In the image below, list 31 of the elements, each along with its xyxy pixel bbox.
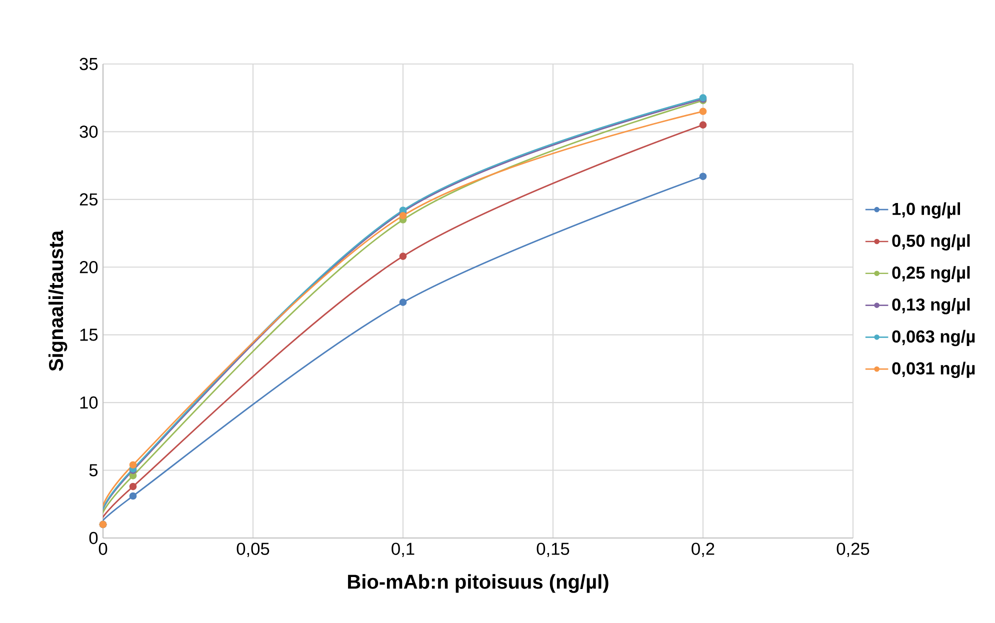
legend-label: 0,50 ng/µl [892,234,970,250]
legend-label: 0,031 ng/µ [892,362,975,378]
y-tick-label: 10 [80,396,98,409]
y-tick-label: 20 [80,260,98,274]
point [129,461,137,469]
point [399,298,407,306]
x-tick-label: 0,25 [836,542,870,558]
y-tick-label: 25 [80,193,98,206]
point [399,212,407,220]
legend-label: 0,13 ng/µl [892,298,970,314]
x-tick-label: 0,2 [692,542,714,558]
point [699,108,707,116]
point [129,482,137,490]
point [699,121,707,129]
x-tick-label: 0 [98,542,108,555]
x-tick-label: 0,15 [536,542,570,558]
point [129,492,137,500]
legend-label: 1,0 ng/µl [892,202,960,219]
legend-label: 0,063 ng/µ [892,330,975,346]
x-tick-label: 0,1 [392,542,414,558]
y-tick-label: 30 [80,126,98,138]
x-tick-label: 0,05 [236,542,270,558]
y-tick-label: 15 [80,328,98,341]
y-tick-label: 0 [89,532,98,544]
y-axis-title: Signaali/tausta [48,230,68,371]
legend-label: 0,25 ng/µl [892,266,970,282]
point [699,172,707,180]
y-tick-label: 5 [89,464,98,476]
y-tick-label: 35 [80,58,98,70]
point [399,252,407,260]
x-axis-title: Bio-mAb:n pitoisuus (ng/µl) [348,574,608,593]
